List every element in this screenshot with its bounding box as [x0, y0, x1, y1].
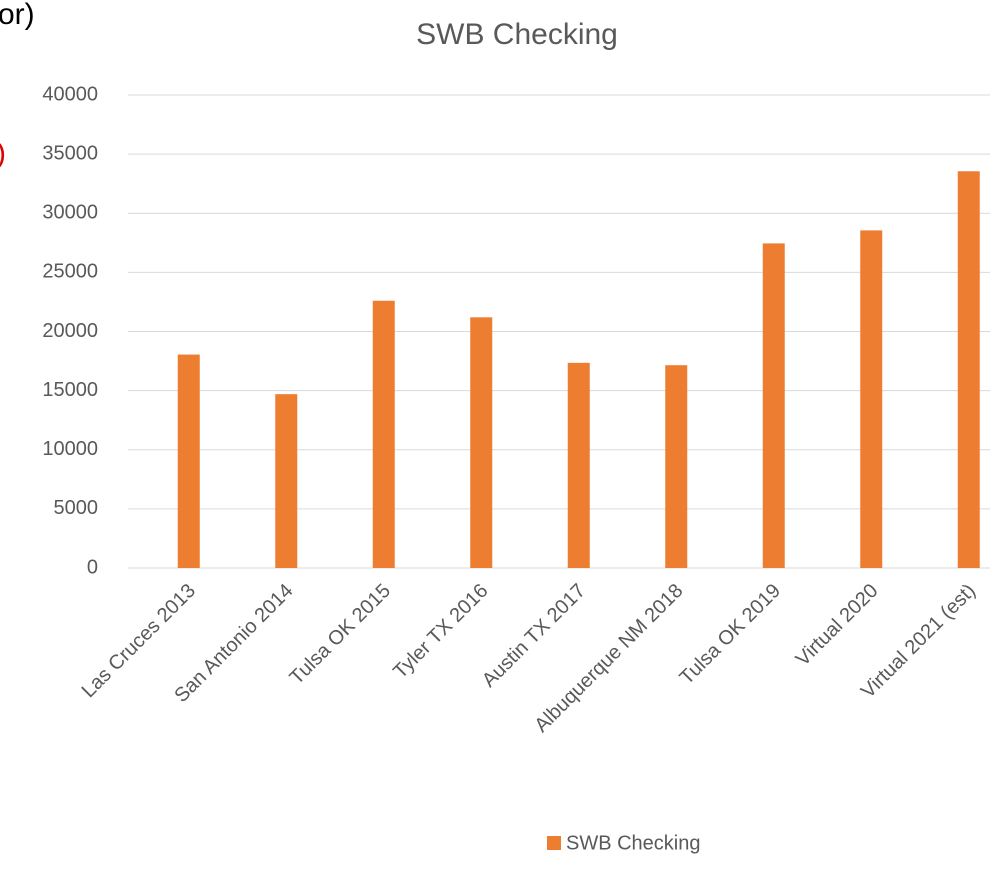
cropped-text: ) — [0, 137, 6, 170]
x-tick-label: Tulsa OK 2015 — [286, 580, 395, 689]
legend-swatch — [547, 836, 561, 850]
y-tick-label: 15000 — [42, 379, 98, 401]
chart-title: SWB Checking — [416, 18, 618, 51]
bar — [957, 171, 980, 569]
y-tick-label: 0 — [87, 556, 98, 578]
y-tick-label: 30000 — [42, 202, 98, 224]
bar — [567, 362, 590, 568]
y-tick-label: 20000 — [42, 320, 98, 342]
x-tick-label: Tyler TX 2016 — [389, 580, 492, 683]
y-tick-label: 40000 — [42, 83, 98, 105]
y-tick-label: 10000 — [42, 438, 98, 460]
bar — [470, 317, 493, 568]
bar — [665, 365, 688, 568]
y-tick-label: 5000 — [54, 497, 99, 519]
bar — [177, 354, 200, 568]
x-tick-label: Austin TX 2017 — [478, 580, 590, 692]
bar — [762, 243, 785, 568]
x-tick-label: Tulsa OK 2019 — [676, 580, 785, 689]
y-tick-label: 25000 — [42, 261, 98, 283]
bar — [275, 394, 298, 568]
bar — [860, 230, 883, 569]
cropped-text: or) — [0, 0, 35, 31]
legend-label: SWB Checking — [566, 832, 701, 854]
y-tick-label: 35000 — [42, 142, 98, 164]
bar — [372, 300, 395, 568]
x-tick-label: Virtual 2020 — [792, 580, 883, 671]
